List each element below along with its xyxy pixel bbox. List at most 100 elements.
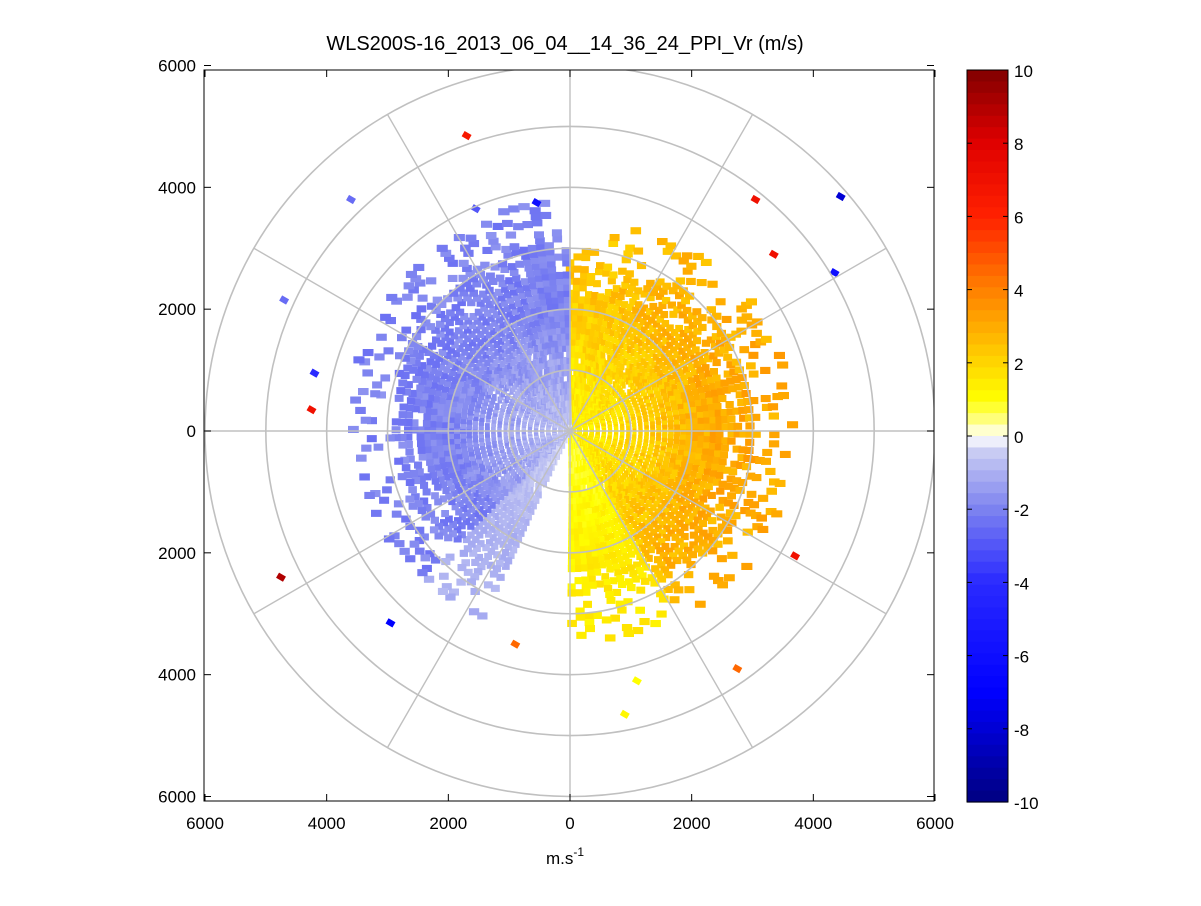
- velocity-gate: [667, 301, 676, 309]
- velocity-gate: [394, 369, 404, 377]
- velocity-gate: [613, 510, 619, 518]
- velocity-gate: [723, 370, 733, 378]
- velocity-gate: [696, 279, 707, 287]
- velocity-gate: [498, 371, 504, 379]
- colorbar-label: -10: [1014, 794, 1039, 813]
- velocity-gate: [559, 351, 564, 359]
- velocity-gate: [676, 528, 685, 536]
- velocity-gate: [718, 395, 727, 403]
- sparse-gate: [309, 368, 320, 378]
- velocity-gate: [678, 287, 688, 295]
- velocity-gate: [406, 397, 416, 405]
- velocity-gate: [709, 443, 717, 451]
- velocity-gate: [698, 323, 707, 331]
- velocity-gate: [536, 280, 544, 288]
- velocity-gate: [662, 433, 668, 441]
- velocity-gate: [607, 368, 612, 376]
- velocity-gate: [551, 346, 556, 354]
- velocity-gate: [625, 289, 634, 297]
- velocity-gate: [436, 383, 444, 391]
- velocity-gate: [492, 311, 500, 319]
- velocity-gate: [598, 363, 603, 371]
- velocity-gate: [406, 357, 416, 365]
- velocity-gate: [588, 379, 593, 387]
- velocity-gate: [478, 313, 487, 321]
- velocity-gate: [650, 421, 655, 429]
- velocity-gate: [656, 610, 667, 618]
- velocity-gate: [444, 524, 453, 532]
- velocity-gate: [568, 546, 575, 554]
- velocity-gate: [489, 570, 499, 578]
- velocity-gate: [476, 401, 482, 409]
- velocity-gate: [613, 531, 620, 539]
- velocity-gate: [552, 235, 563, 243]
- velocity-gate: [510, 546, 518, 554]
- velocity-gate: [693, 327, 702, 335]
- velocity-gate: [686, 561, 696, 569]
- velocity-gate: [415, 526, 425, 534]
- velocity-gate: [361, 444, 372, 452]
- velocity-gate: [545, 474, 550, 482]
- velocity-gate: [464, 488, 471, 496]
- velocity-gate: [490, 243, 501, 251]
- velocity-gate: [662, 393, 668, 401]
- velocity-gate: [575, 613, 586, 621]
- velocity-gate: [680, 374, 687, 382]
- velocity-gate: [634, 494, 640, 502]
- velocity-gate: [669, 552, 678, 560]
- velocity-gate: [702, 405, 710, 413]
- velocity-gate: [592, 335, 599, 343]
- velocity-gate: [707, 517, 717, 525]
- velocity-gate: [589, 481, 594, 489]
- velocity-gate: [540, 211, 552, 219]
- velocity-gate: [576, 515, 582, 523]
- velocity-gate: [542, 329, 548, 337]
- velocity-gate: [675, 538, 684, 546]
- velocity-gate: [565, 332, 571, 340]
- velocity-gate: [587, 569, 595, 577]
- velocity-gate: [481, 468, 488, 476]
- velocity-gate: [412, 333, 422, 341]
- velocity-gate: [686, 463, 694, 471]
- velocity-gate: [705, 483, 713, 491]
- velocity-gate: [644, 492, 651, 500]
- velocity-gate: [414, 500, 423, 508]
- velocity-gate: [551, 371, 556, 379]
- velocity-gate: [580, 272, 589, 280]
- velocity-gate: [608, 533, 615, 541]
- velocity-gate: [444, 379, 451, 387]
- velocity-gate: [445, 460, 453, 468]
- velocity-gate: [522, 496, 528, 504]
- velocity-gate: [676, 398, 683, 406]
- velocity-gate: [533, 332, 540, 340]
- velocity-gate: [564, 369, 569, 377]
- velocity-gate: [608, 377, 613, 385]
- velocity-gate: [552, 333, 558, 341]
- velocity-gate: [629, 528, 636, 536]
- velocity-gate: [727, 492, 736, 500]
- velocity-gate: [510, 288, 518, 296]
- velocity-gate: [578, 296, 586, 304]
- velocity-gate: [709, 368, 718, 376]
- velocity-gate: [441, 438, 449, 446]
- velocity-gate: [619, 363, 625, 371]
- velocity-gate: [568, 522, 574, 530]
- velocity-gate: [539, 336, 546, 344]
- velocity-gate: [666, 410, 673, 418]
- velocity-gate: [558, 369, 563, 377]
- velocity-gate: [480, 389, 486, 397]
- velocity-gate: [515, 371, 521, 379]
- velocity-gate: [404, 433, 413, 441]
- velocity-gate: [481, 327, 489, 335]
- velocity-gate: [408, 389, 417, 397]
- velocity-gate: [496, 363, 503, 371]
- velocity-gate: [617, 500, 623, 508]
- sparse-gate: [835, 191, 846, 202]
- velocity-gate: [435, 320, 445, 328]
- velocity-gate: [634, 351, 640, 359]
- velocity-gate: [614, 331, 620, 339]
- velocity-gate: [534, 274, 543, 282]
- velocity-gate: [355, 406, 366, 414]
- velocity-gate: [474, 386, 481, 394]
- velocity-gate: [441, 510, 449, 518]
